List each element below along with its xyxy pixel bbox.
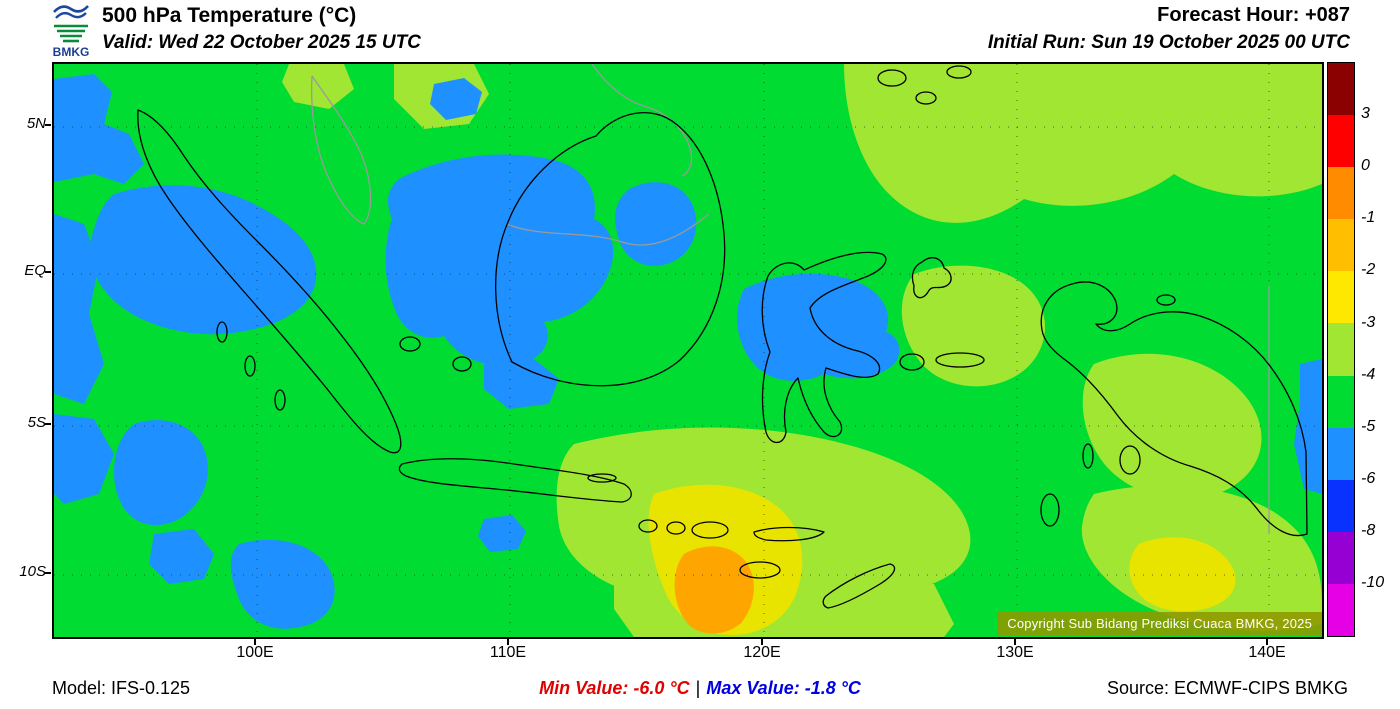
logo-wave-icon <box>53 5 89 13</box>
colorbar-segment <box>1328 63 1354 116</box>
max-value: Max Value: -1.8 °C <box>706 678 861 698</box>
colorbar-label: -2 <box>1361 261 1376 278</box>
initial-run: Initial Run: Sun 19 October 2025 00 UTC <box>987 32 1350 53</box>
valid-time: Valid: Wed 22 October 2025 15 UTC <box>102 32 421 53</box>
colorbar-segment <box>1328 271 1354 324</box>
colorbar-segment <box>1328 427 1354 480</box>
model-label: Model: IFS-0.125 <box>52 678 191 698</box>
grid-lines <box>54 64 1322 637</box>
colorbar-label: -8 <box>1361 522 1376 539</box>
colorbar-label: -4 <box>1361 366 1376 383</box>
field-blue <box>54 74 1322 629</box>
x-tick <box>254 639 256 645</box>
colorbar-segment <box>1328 583 1354 637</box>
y-axis-label-10s: 10S <box>19 563 46 580</box>
colorbar-label: -6 <box>1361 470 1376 487</box>
colorbar-label: -3 <box>1361 314 1376 331</box>
y-tick <box>45 572 51 574</box>
coastlines <box>137 65 1308 609</box>
colorbar-label: 0 <box>1361 157 1370 174</box>
x-axis-label-120e: 120E <box>743 644 781 661</box>
source-label: Source: ECMWF-CIPS BMKG <box>1106 678 1348 698</box>
x-axis-label-100e: 100E <box>236 644 274 661</box>
colorbar-segment <box>1328 375 1354 428</box>
colorbar-segment <box>1328 219 1354 272</box>
x-axis-label-110e: 110E <box>489 644 527 661</box>
colorbar-label: -1 <box>1361 209 1376 226</box>
colorbar-segment <box>1328 323 1354 376</box>
colorbar-segment <box>1328 115 1354 168</box>
bmkg-logo: BMKG <box>53 5 90 59</box>
y-axis-label-5n: 5N <box>26 115 46 132</box>
page-title: 500 hPa Temperature (°C) <box>102 4 357 27</box>
colorbar-label: 3 <box>1361 105 1370 122</box>
colorbar-label: -5 <box>1361 418 1376 435</box>
x-tick <box>761 639 763 645</box>
y-tick <box>45 124 51 126</box>
x-tick <box>1014 639 1016 645</box>
copyright-label: Copyright Sub Bidang Prediksi Cuaca BMKG… <box>997 612 1322 635</box>
indonesia-temperature-map <box>54 64 1322 637</box>
colorbar-segment <box>1328 167 1354 220</box>
minmax-separator: | <box>695 678 701 698</box>
y-tick <box>45 423 51 425</box>
min-value: Min Value: -6.0 °C <box>539 678 690 698</box>
colorbar-segment <box>1328 479 1354 532</box>
colorbar-label: -10 <box>1361 574 1385 591</box>
forecast-hour: Forecast Hour: +087 <box>1157 4 1350 26</box>
map-frame: Copyright Sub Bidang Prediksi Cuaca BMKG… <box>52 62 1324 639</box>
logo-text: BMKG <box>53 45 90 59</box>
x-axis-label-140e: 140E <box>1248 644 1286 661</box>
y-tick <box>45 271 51 273</box>
x-tick <box>1266 639 1268 645</box>
x-tick <box>507 639 509 645</box>
x-axis-label-130e: 130E <box>996 644 1034 661</box>
field-orange <box>674 546 754 634</box>
y-axis-label-eq: EQ <box>24 262 46 279</box>
y-axis-label-5s: 5S <box>27 414 46 431</box>
colorbar-segment <box>1328 531 1354 584</box>
minmax-values: Min Value: -6.0 °C | Max Value: -1.8 °C <box>539 678 861 699</box>
temperature-colorbar <box>1327 62 1355 637</box>
